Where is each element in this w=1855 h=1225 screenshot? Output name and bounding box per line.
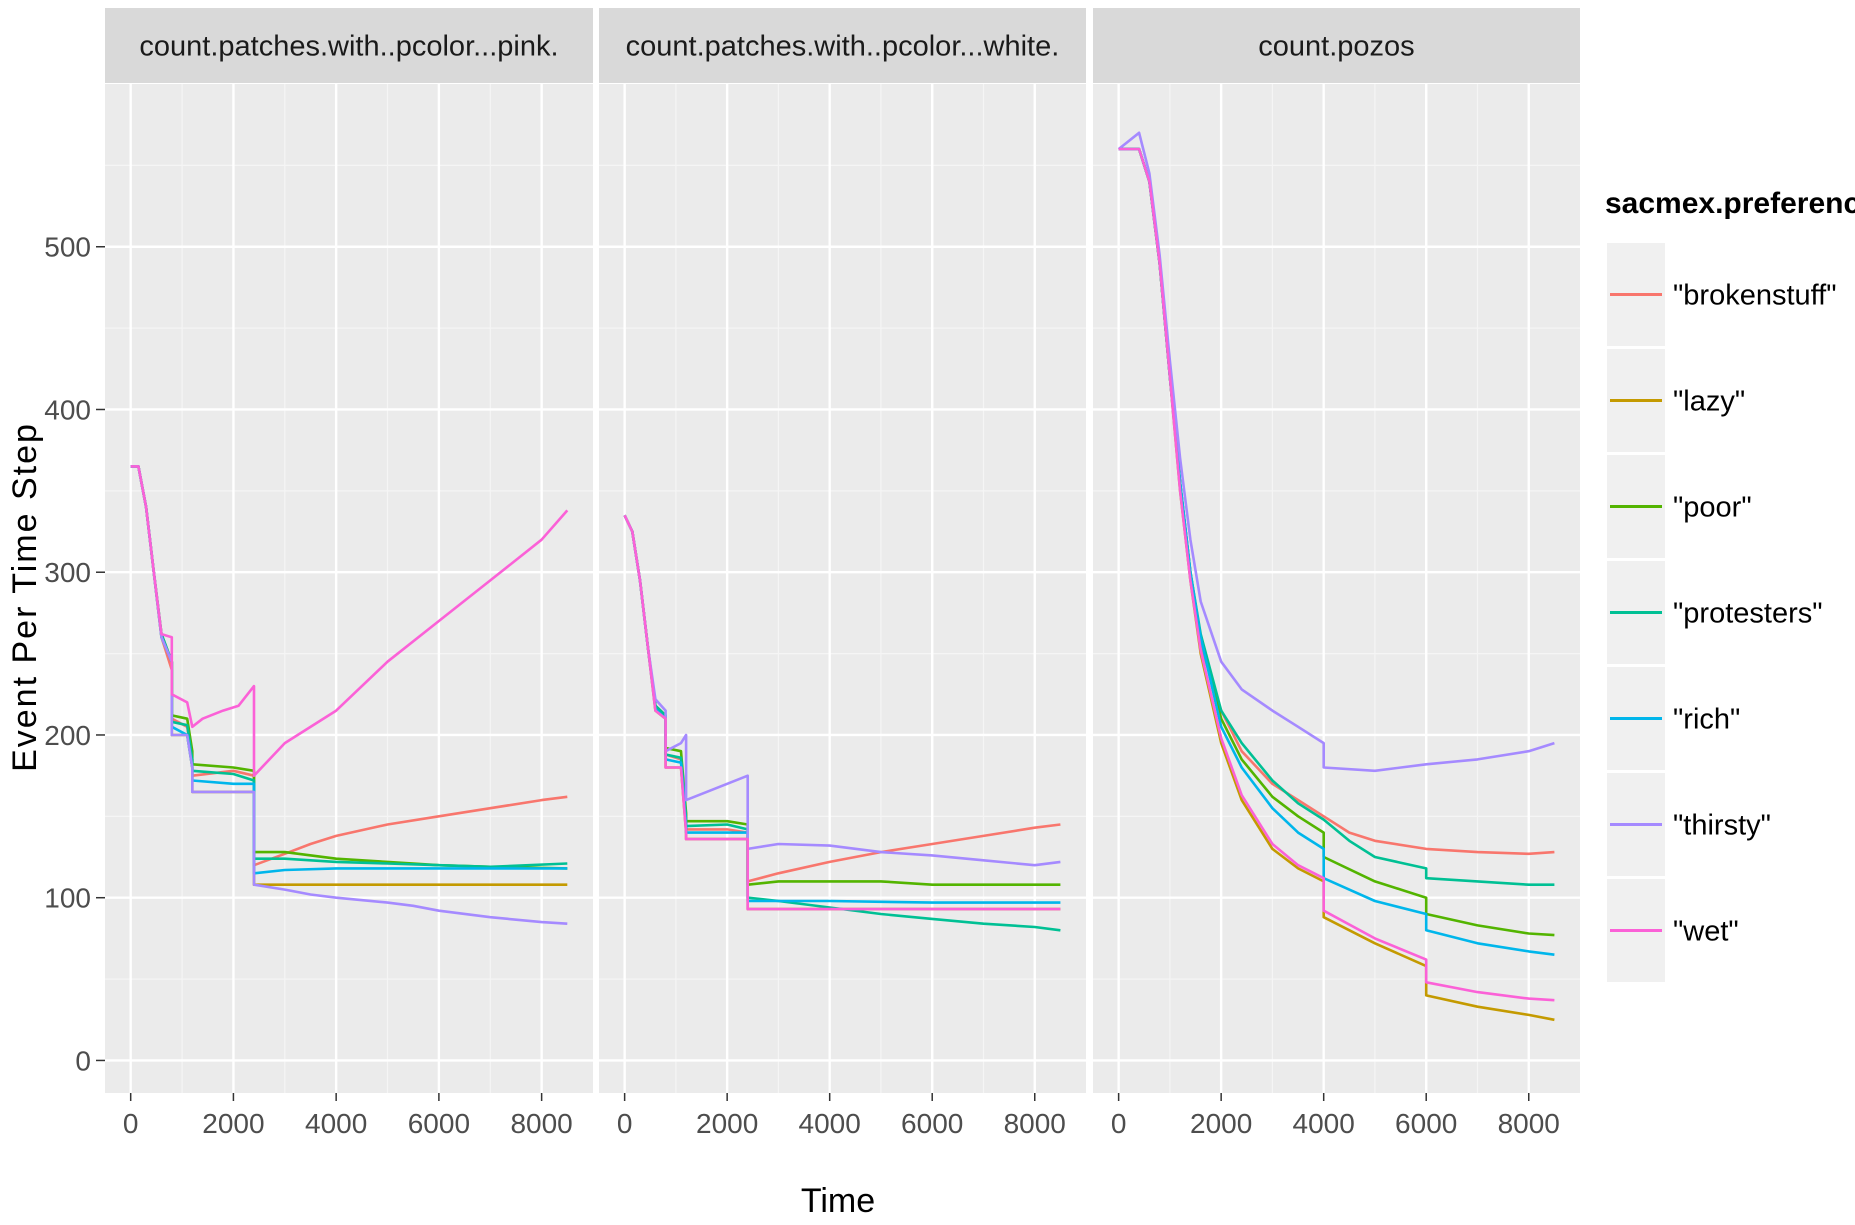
x-tick-label: 6000 [408, 1108, 470, 1139]
legend-item: "lazy" [1607, 349, 1745, 452]
x-tick-label: 0 [123, 1108, 139, 1139]
facet-strip [599, 8, 1086, 83]
panel-background [1093, 84, 1580, 1093]
legend-item: "poor" [1607, 455, 1752, 558]
legend-label: "rich" [1673, 704, 1740, 736]
legend-item: "wet" [1607, 879, 1739, 982]
legend-label: "brokenstuff" [1673, 280, 1837, 312]
series-line [130, 465, 569, 777]
y-tick-label: 300 [44, 557, 91, 588]
facet-strip [105, 8, 593, 83]
legend-item: "brokenstuff" [1607, 243, 1837, 346]
y-axis-title: Event Per Time Step [6, 422, 44, 772]
x-tick-label: 6000 [901, 1108, 963, 1139]
facet-strip-label: count.pozos [1258, 31, 1414, 63]
facet-panel: count.patches.with..pcolor...white. 0 2000… [599, 8, 1086, 1139]
panel-background [105, 84, 593, 1093]
x-tick-label: 8000 [1004, 1108, 1066, 1139]
legend-title: sacmex.preference [1605, 187, 1855, 220]
facet-strip-label: count.patches.with..pcolor...white. [626, 31, 1060, 63]
x-tick-label: 8000 [510, 1108, 572, 1139]
x-tick-label: 6000 [1395, 1108, 1457, 1139]
x-tick-label: 8000 [1498, 1108, 1560, 1139]
x-tick-label: 4000 [1293, 1108, 1355, 1139]
series-line [623, 514, 1061, 911]
y-tick-label: 500 [44, 232, 91, 263]
x-axis-title: Time [801, 1182, 875, 1220]
legend: sacmex.preference "brokenstuff" "lazy" "poo… [1605, 187, 1855, 982]
x-tick-label: 0 [617, 1108, 633, 1139]
legend-label: "thirsty" [1673, 810, 1771, 842]
facet-panels: count.patches.with..pcolor...pink. 0 2000 4… [105, 8, 1580, 1139]
x-tick-label: 0 [1111, 1108, 1127, 1139]
y-axis: 0 100 200 300 400 500 [44, 232, 105, 1076]
x-tick-label: 2000 [202, 1108, 264, 1139]
legend-item: "rich" [1607, 667, 1740, 770]
legend-item: "protesters" [1607, 561, 1823, 664]
facet-strip-label: count.patches.with..pcolor...pink. [139, 31, 558, 63]
y-tick-label: 0 [75, 1045, 91, 1076]
facet-panel: count.patches.with..pcolor...pink. 0 2000 4… [105, 8, 593, 1139]
series-line [1118, 147, 1555, 1002]
legend-label: "protesters" [1673, 598, 1823, 630]
x-tick-label: 2000 [696, 1108, 758, 1139]
panel-background [599, 84, 1086, 1093]
y-tick-label: 200 [44, 720, 91, 751]
legend-label: "poor" [1673, 492, 1752, 524]
legend-item: "thirsty" [1607, 773, 1771, 876]
y-tick-label: 100 [44, 883, 91, 914]
x-tick-label: 4000 [799, 1108, 861, 1139]
facet-panel: count.pozos 0 2000 4000 6000 8000 [1093, 8, 1580, 1139]
facet-strip [1093, 8, 1580, 83]
x-tick-label: 4000 [305, 1108, 367, 1139]
x-tick-label: 2000 [1190, 1108, 1252, 1139]
y-tick-label: 400 [44, 394, 91, 425]
legend-label: "wet" [1673, 916, 1739, 948]
legend-label: "lazy" [1673, 386, 1745, 418]
